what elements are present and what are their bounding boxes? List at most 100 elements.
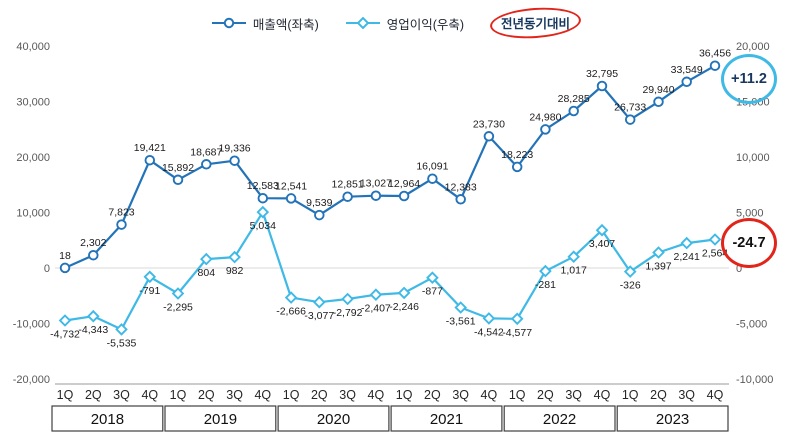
opincome-point-marker <box>284 291 298 304</box>
right-axis-tick: 0 <box>736 263 742 275</box>
opincome-data-label: -4,577 <box>502 327 532 339</box>
chart-legend: 매출액(좌축) 영업이익(우축) 전년동기대비 <box>0 4 792 42</box>
quarter-label: 2Q <box>650 388 667 402</box>
opincome-point-marker <box>539 264 552 278</box>
legend-label-revenue: 매출액(좌축) <box>252 17 319 32</box>
opincome-point-marker <box>58 314 72 327</box>
quarter-label: 4Q <box>481 388 498 402</box>
revenue-data-label: 12,541 <box>275 180 307 192</box>
revenue-data-label: 12,964 <box>388 178 420 190</box>
revenue-point-marker <box>342 191 353 202</box>
quarter-label: 3Q <box>452 388 469 402</box>
quarter-label: 3Q <box>339 388 356 402</box>
opincome-point-marker <box>171 287 185 300</box>
legend-item-opincome[interactable]: 영업이익(우축) <box>345 14 464 33</box>
revenue-series-marker-icon <box>211 17 246 29</box>
opincome-data-label: 5,034 <box>250 220 276 232</box>
revenue-point-marker <box>172 174 184 186</box>
right-axis-tick: 20,000 <box>736 41 770 53</box>
quarter-label: 2Q <box>537 388 554 402</box>
revenue-yoy-value: +11.2 <box>731 71 767 87</box>
opincome-data-label: -2,792 <box>333 307 363 319</box>
opincome-data-label: 982 <box>226 265 244 277</box>
opincome-series-line <box>63 211 717 331</box>
revenue-point-marker <box>285 193 297 204</box>
left-axis-tick: 30,000 <box>16 97 50 109</box>
year-label: 2022 <box>543 411 576 428</box>
opincome-data-label: -877 <box>422 286 443 298</box>
revenue-point-marker <box>596 80 608 92</box>
revenue-data-label: 19,336 <box>219 143 251 155</box>
opincome-point-marker <box>341 292 354 306</box>
opincome-point-marker <box>397 286 411 300</box>
quarter-label: 3Q <box>565 388 582 402</box>
legend-label-opincome: 영업이익(우축) <box>386 17 465 32</box>
revenue-data-label: 23,730 <box>473 118 505 130</box>
opincome-data-label: -4,732 <box>50 329 80 341</box>
revenue-data-label: 2,302 <box>80 237 106 249</box>
left-axis-tick: -10,000 <box>13 319 50 331</box>
legend-item-revenue[interactable]: 매출액(좌축) <box>211 14 319 33</box>
opincome-data-label: -4,343 <box>78 324 108 336</box>
opincome-data-label: -2,295 <box>163 302 193 314</box>
opincome-data-label: 3,407 <box>589 238 615 250</box>
quarter-label: 2Q <box>311 388 328 402</box>
revenue-data-label: 19,421 <box>134 142 166 154</box>
opincome-point-marker <box>567 250 580 263</box>
opincome-data-label: -281 <box>535 279 556 291</box>
revenue-series-line <box>63 64 717 269</box>
revenue-point-marker <box>257 192 269 204</box>
opincome-point-marker <box>143 270 157 284</box>
year-box <box>277 405 390 432</box>
revenue-point-marker <box>709 60 721 71</box>
opincome-series-marker-icon <box>345 17 380 29</box>
opincome-data-label: -326 <box>620 280 641 292</box>
revenue-point-marker <box>653 96 664 108</box>
revenue-data-label: 18 <box>59 250 71 262</box>
revenue-point-marker <box>624 114 636 125</box>
revenue-point-marker <box>314 209 325 221</box>
opincome-data-label: 1,397 <box>645 261 671 273</box>
revenue-data-label: 26,733 <box>614 102 646 114</box>
quarter-label: 1Q <box>57 388 74 402</box>
opincome-data-label: -3,077 <box>304 310 334 322</box>
revenue-data-label: 32,795 <box>586 68 618 80</box>
year-box <box>51 405 164 432</box>
year-label: 2019 <box>204 411 237 428</box>
quarter-label: 4Q <box>707 388 724 402</box>
opincome-point-marker <box>228 250 241 264</box>
revenue-data-label: 18,687 <box>190 146 222 158</box>
left-axis-tick: 10,000 <box>16 208 50 220</box>
revenue-data-label: 13,027 <box>360 178 392 190</box>
revenue-data-label: 7,823 <box>108 207 134 219</box>
year-label: 2021 <box>430 411 463 428</box>
opincome-point-marker <box>200 252 213 266</box>
opincome-yoy-value: -24.7 <box>732 235 766 251</box>
revenue-point-marker <box>88 249 99 261</box>
opincome-point-marker <box>680 236 693 250</box>
opincome-point-marker <box>87 309 100 323</box>
quarter-label: 4Q <box>254 388 271 402</box>
revenue-data-label: 12,851 <box>332 179 364 191</box>
legend-yoy-label: 전년동기대비 <box>501 17 571 32</box>
quarter-label: 1Q <box>170 388 187 402</box>
left-axis-tick: -20,000 <box>13 374 50 386</box>
revenue-point-marker <box>398 190 410 202</box>
revenue-data-label: 15,892 <box>162 162 194 174</box>
revenue-point-marker <box>116 219 127 230</box>
quarter-label: 3Q <box>113 388 130 402</box>
legend-yoy-annotation: 전년동기대비 <box>489 4 583 42</box>
year-label: 2020 <box>317 411 350 428</box>
opincome-data-label: -2,407 <box>361 303 391 315</box>
opincome-data-label: -2,246 <box>389 301 419 313</box>
revenue-data-label: 29,940 <box>642 84 674 96</box>
left-axis-tick: 20,000 <box>16 152 50 164</box>
opincome-data-label: -4,542 <box>474 326 504 338</box>
quarter-label: 2Q <box>85 388 102 402</box>
revenue-point-marker <box>455 194 466 205</box>
revenue-point-marker <box>229 155 240 166</box>
revenue-point-marker <box>483 131 495 142</box>
year-box <box>390 405 503 432</box>
opincome-point-marker <box>510 312 524 326</box>
